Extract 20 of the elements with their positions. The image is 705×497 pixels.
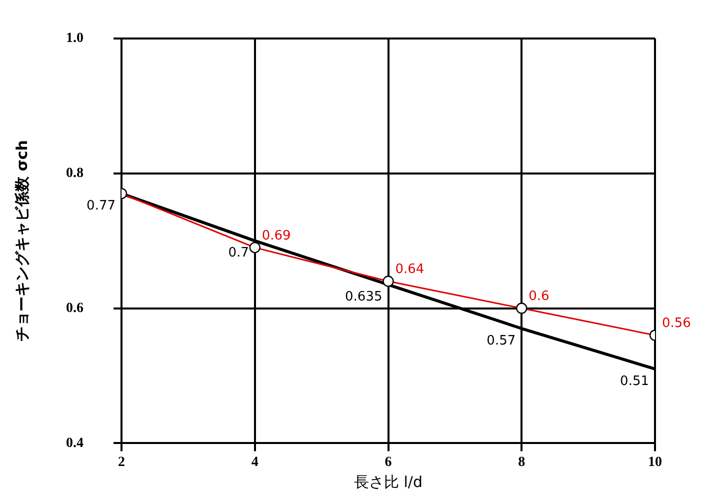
data-label: 0.64 — [395, 262, 424, 278]
x-tick-label: 4 — [251, 455, 258, 470]
data-label: 0.56 — [662, 316, 691, 332]
x-axis-title: 長さ比 l/d — [354, 472, 423, 491]
x-tick-label: 2 — [118, 455, 125, 470]
data-label: 0.51 — [620, 374, 649, 389]
data-label: 0.7 — [228, 246, 249, 261]
y-axis-title: チョーキングキャビ係数 σch — [12, 140, 31, 342]
data-label: 0.635 — [345, 290, 382, 305]
data-label: 0.77 — [86, 198, 116, 214]
x-tick-label: 8 — [518, 455, 526, 470]
y-tick-label: 0.4 — [66, 436, 84, 451]
x-tick-label: 10 — [648, 455, 662, 470]
y-tick-label: 1.0 — [66, 31, 84, 46]
y-tick-label: 0.6 — [66, 300, 84, 316]
y-tick-label: 0.8 — [66, 166, 84, 181]
x-tick-label: 6 — [384, 455, 392, 470]
data-label: 0.57 — [486, 333, 516, 348]
data-label: 0.6 — [528, 289, 550, 304]
data-label: 0.69 — [262, 228, 291, 244]
